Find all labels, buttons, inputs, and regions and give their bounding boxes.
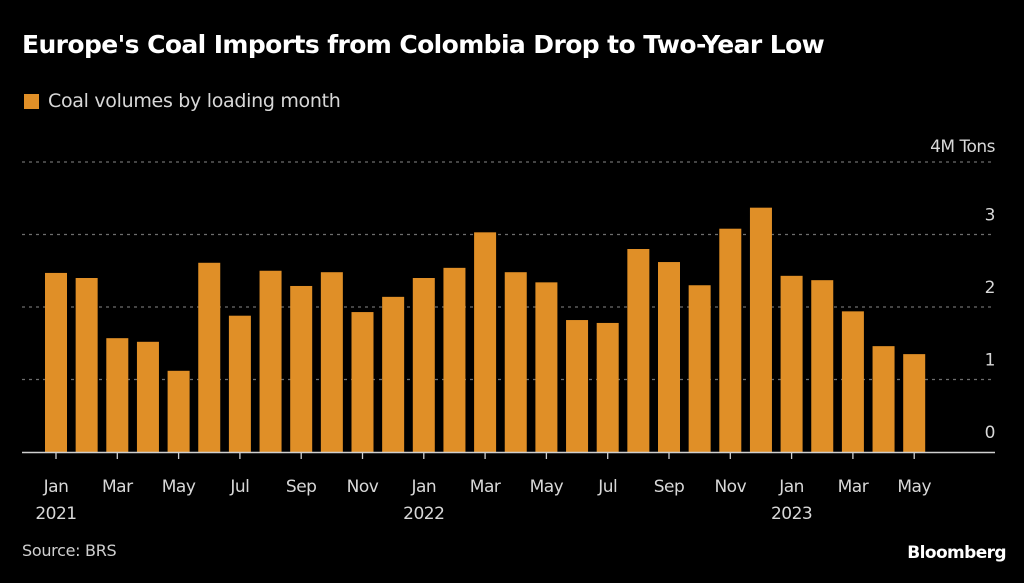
bar <box>811 280 834 452</box>
bar <box>198 262 221 452</box>
x-axis: Jan 2021 Mar May Jul Sep Nov Jan 2022 Mar May Jul Se… <box>22 451 995 524</box>
x-tick-label: Nov <box>714 477 746 497</box>
bar <box>259 270 282 452</box>
bar <box>167 370 190 452</box>
bar <box>780 275 803 452</box>
bar <box>504 272 527 452</box>
y-tick-label: 2 <box>985 278 995 298</box>
x-tick-label: Sep <box>654 477 685 497</box>
bar <box>872 346 895 452</box>
bar <box>535 282 558 452</box>
bar <box>75 278 98 452</box>
bar <box>688 285 711 452</box>
chart-title: Europe's Coal Imports from Colombia Drop… <box>22 30 825 59</box>
bar <box>290 285 313 452</box>
y-axis-labels: 0 1 2 3 4M Tons <box>930 137 996 443</box>
bar <box>320 272 343 452</box>
bar <box>596 322 619 452</box>
x-tick-label: Jul <box>229 477 249 497</box>
bar <box>627 249 650 452</box>
x-tick-label: Sep <box>286 477 317 497</box>
bar <box>749 207 772 452</box>
bars <box>45 207 926 452</box>
bloomberg-logo: Bloomberg <box>907 543 1006 563</box>
x-tick-label: May <box>897 477 931 497</box>
x-tick-label: May <box>162 477 196 497</box>
x-tick-label: Jan <box>410 477 436 497</box>
bar <box>903 354 926 452</box>
x-tick-year-label: 2021 <box>35 504 76 524</box>
bar <box>45 272 67 452</box>
source-note: Source: BRS <box>22 541 117 560</box>
x-tick-label: Mar <box>838 477 869 497</box>
bar <box>382 296 405 452</box>
x-tick-label: May <box>530 477 564 497</box>
bar <box>136 341 159 452</box>
y-tick-label: 3 <box>985 206 995 226</box>
x-tick-label: Mar <box>470 477 501 497</box>
x-tick-year-label: 2022 <box>403 504 444 524</box>
bar <box>474 232 497 452</box>
bar <box>658 262 680 452</box>
legend: Coal volumes by loading month <box>24 90 341 112</box>
y-tick-label: 1 <box>985 351 995 371</box>
x-tick-label: Nov <box>347 477 379 497</box>
legend-swatch <box>24 93 39 109</box>
bar <box>106 338 129 452</box>
x-tick-label: Jan <box>778 477 804 497</box>
legend-label: Coal volumes by loading month <box>48 90 341 112</box>
bar <box>228 315 251 452</box>
y-tick-label: 4M Tons <box>930 137 996 157</box>
x-tick-label: Mar <box>102 477 133 497</box>
bar <box>443 267 466 452</box>
bar <box>412 278 435 452</box>
x-tick-year-label: 2023 <box>771 504 812 524</box>
bar <box>351 312 374 452</box>
x-tick-label: Jan <box>43 477 69 497</box>
bar <box>841 311 864 452</box>
bar <box>719 228 742 452</box>
bar <box>566 320 589 452</box>
y-tick-label: 0 <box>985 423 995 443</box>
x-tick-label: Jul <box>597 477 617 497</box>
